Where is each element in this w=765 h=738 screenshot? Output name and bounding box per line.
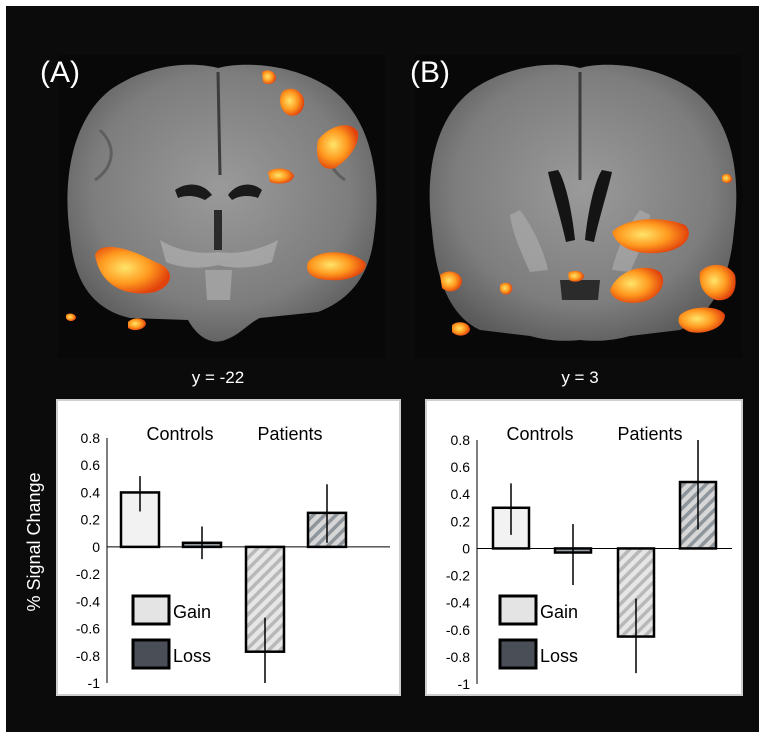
chart-b-legend-swatch-gain — [498, 594, 538, 626]
chart-a-ytick-label: 0.6 — [81, 457, 101, 473]
chart-a-legend-label: Gain — [173, 602, 211, 622]
chart-a-ytick-label: 0.4 — [81, 484, 101, 500]
chart-panel-a: 0.8 0.6 0.4 0.2 0 -0.2 -0.4 -0.6 -0.8 -1 Controls P… — [56, 399, 401, 696]
chart-a-ytick-label: -0.6 — [76, 621, 100, 637]
chart-b-ytick-label: -0.6 — [446, 622, 470, 638]
chart-a-legend-label: Loss — [173, 646, 211, 666]
chart-a-ytick-label: -1 — [88, 675, 101, 691]
chart-a-ytick-label: -0.2 — [76, 566, 100, 582]
y-axis-label: % Signal Change — [24, 472, 44, 611]
chart-a-ytick-label: 0.8 — [81, 430, 101, 446]
chart-panel-b: 0.8 0.6 0.4 0.2 0 -0.2 -0.4 -0.6 -0.8 -1 Controls P… — [425, 399, 743, 696]
chart-b-ytick-label: 0.2 — [451, 513, 471, 529]
chart-a-ytick-label: 0.2 — [81, 512, 101, 528]
chart-a-ytick-label: -0.4 — [76, 593, 100, 609]
chart-b-legend-label: Gain — [540, 602, 578, 622]
chart-a-plot-area — [56, 399, 401, 696]
chart-b-ytick-label: 0.6 — [451, 459, 471, 475]
chart-a-ytick-label: 0 — [92, 539, 100, 555]
chart-b-group-label: Patients — [617, 424, 682, 444]
chart-b-ytick-label: -0.4 — [446, 595, 470, 611]
chart-b-ytick-label: -1 — [458, 676, 471, 692]
chart-b-ytick-label: 0.4 — [451, 486, 471, 502]
chart-b-ytick-label: 0.8 — [451, 432, 471, 448]
panel-b-label: (B) — [410, 56, 450, 89]
chart-a-group-label: Patients — [257, 424, 322, 444]
chart-a-group-label: Controls — [146, 424, 213, 444]
chart-b-ytick-label: -0.8 — [446, 649, 470, 665]
chart-b-ytick-label: -0.2 — [446, 568, 470, 584]
chart-b-ytick-label: 0 — [462, 540, 470, 556]
chart-a-ytick-label: -0.8 — [76, 648, 100, 664]
slice-a-label: y = -22 — [192, 368, 244, 387]
slice-b-label: y = 3 — [561, 368, 598, 387]
chart-b-legend-swatch-loss — [498, 638, 538, 670]
chart-a-legend-swatch-gain — [131, 594, 171, 626]
chart-b-legend-label: Loss — [540, 646, 578, 666]
panel-a-label: (A) — [40, 56, 80, 89]
chart-a-bar-gain — [119, 491, 161, 549]
chart-b-group-label: Controls — [506, 424, 573, 444]
brain-slice-b — [415, 55, 742, 358]
brain-slice-a — [58, 55, 385, 358]
chart-a-legend-swatch-loss — [131, 638, 171, 670]
